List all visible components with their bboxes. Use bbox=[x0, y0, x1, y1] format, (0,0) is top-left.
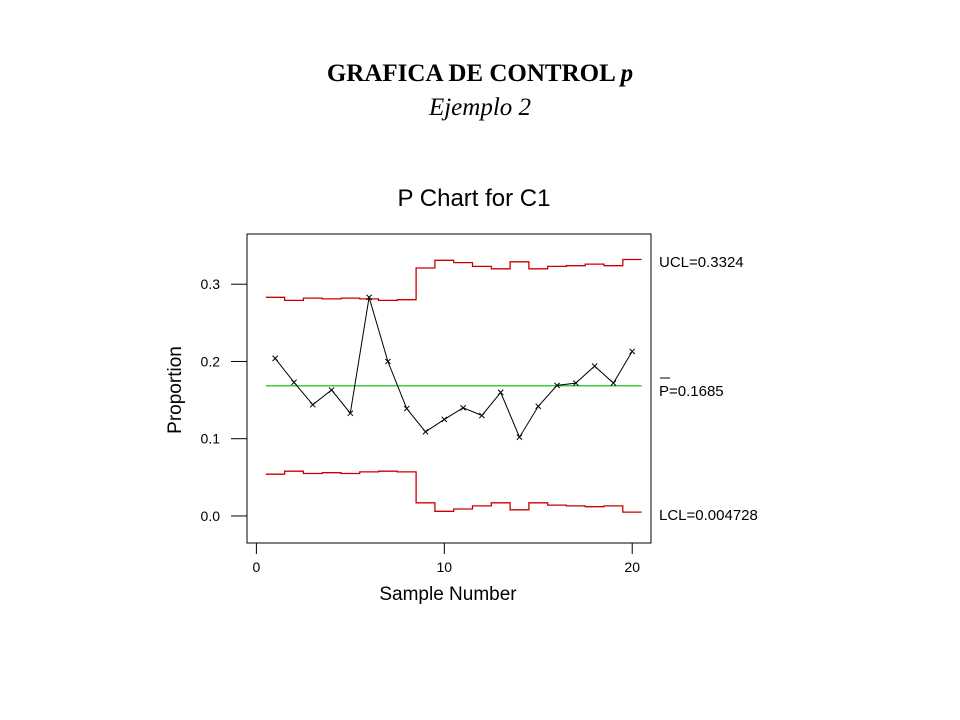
axes: 0.0 0.1 0.2 0.3 0 10 20 bbox=[201, 276, 641, 575]
x-tick-label: 20 bbox=[624, 559, 640, 575]
slide-title-variable: p bbox=[620, 60, 634, 87]
y-tick-label: 0.2 bbox=[201, 353, 221, 369]
plot-frame bbox=[246, 233, 652, 544]
data-point bbox=[422, 428, 429, 435]
x-axis-label: Sample Number bbox=[379, 584, 517, 605]
data-point bbox=[384, 358, 391, 365]
data-point bbox=[554, 382, 560, 389]
slide-title: GRAFICA DE CONTROL p bbox=[0, 60, 960, 88]
data-point bbox=[272, 355, 279, 362]
data-point bbox=[591, 363, 598, 370]
data-point bbox=[460, 404, 467, 411]
center-label-symbol: P bbox=[659, 383, 669, 400]
data-point bbox=[572, 380, 579, 387]
y-tick-label: 0.1 bbox=[201, 431, 221, 447]
x-tick-label: 10 bbox=[437, 559, 453, 575]
y-tick-label: 0.0 bbox=[201, 508, 221, 524]
data-point bbox=[403, 405, 410, 412]
data-point bbox=[328, 387, 335, 393]
lcl-label: LCL=0.004728 bbox=[659, 507, 758, 524]
data-point bbox=[535, 403, 542, 410]
series-group bbox=[265, 258, 642, 513]
y-axis-label: Proportion bbox=[165, 346, 186, 434]
data-point bbox=[441, 416, 448, 423]
data-point bbox=[291, 379, 297, 386]
data-point bbox=[610, 380, 617, 387]
center-label: P=0.1685 bbox=[659, 383, 724, 400]
data-point bbox=[366, 294, 373, 301]
data-point bbox=[309, 401, 316, 408]
chart-title: P Chart for C1 bbox=[398, 185, 551, 212]
y-tick-label: 0.3 bbox=[201, 276, 221, 292]
x-tick-label: 0 bbox=[252, 559, 260, 575]
data-point bbox=[497, 389, 504, 396]
lcl-line bbox=[265, 470, 642, 513]
limit-labels: UCL=0.3324 P=0.1685 LCL=0.004728 bbox=[659, 254, 758, 524]
data-point bbox=[478, 412, 485, 419]
slide-title-text: GRAFICA DE CONTROL bbox=[326, 60, 615, 87]
data-point bbox=[347, 410, 354, 417]
data-point bbox=[516, 434, 523, 441]
center-label-value: =0.1685 bbox=[669, 383, 724, 400]
slide-subtitle: Ejemplo 2 bbox=[428, 94, 532, 121]
data-point bbox=[629, 348, 636, 355]
ucl-label: UCL=0.3324 bbox=[659, 254, 744, 271]
ucl-line bbox=[265, 258, 642, 302]
proportion-line bbox=[274, 297, 633, 439]
